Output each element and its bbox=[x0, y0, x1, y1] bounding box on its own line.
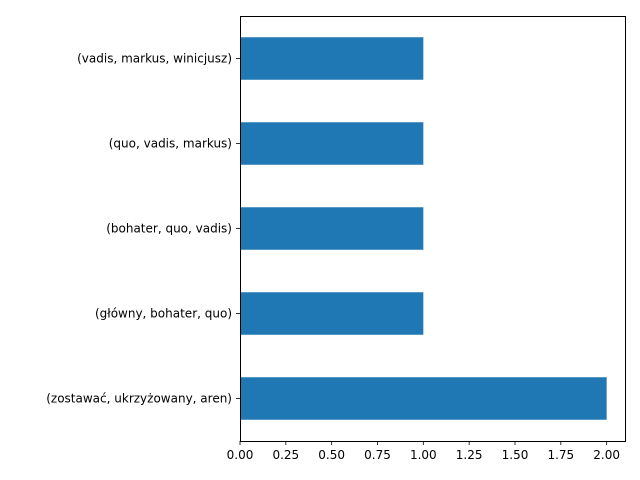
y-tick-group: (vadis, markus, winicjusz) (quo, vadis, m… bbox=[46, 52, 240, 406]
x-tick-label: 1.50 bbox=[502, 448, 529, 462]
x-tick-label: 0.25 bbox=[272, 448, 299, 462]
y-tick-label: (zostawać, ukrzyżowany, aren) bbox=[46, 392, 232, 406]
x-tick-label: 1.25 bbox=[456, 448, 483, 462]
bar bbox=[240, 292, 424, 335]
x-tick-label: 1.00 bbox=[410, 448, 437, 462]
bar bbox=[240, 37, 424, 80]
bars-group bbox=[240, 37, 607, 420]
bar bbox=[240, 377, 607, 420]
bar bbox=[240, 207, 424, 250]
y-tick-label: (quo, vadis, markus) bbox=[109, 137, 232, 151]
x-tick-label: 0.50 bbox=[318, 448, 345, 462]
x-tick-label: 1.75 bbox=[547, 448, 574, 462]
x-tick-label: 2.00 bbox=[593, 448, 620, 462]
x-tick-group: 0.00 0.25 0.50 0.75 1.00 1.25 1.50 1.75 2.00 bbox=[227, 441, 620, 462]
bar bbox=[240, 122, 424, 165]
x-tick-label: 0.75 bbox=[364, 448, 391, 462]
y-tick-label: (vadis, markus, winicjusz) bbox=[77, 52, 232, 66]
x-tick-label: 0.00 bbox=[227, 448, 254, 462]
plot-frame bbox=[240, 16, 626, 442]
y-tick-label: (główny, bohater, quo) bbox=[95, 307, 232, 321]
y-tick-label: (bohater, quo, vadis) bbox=[106, 222, 232, 236]
